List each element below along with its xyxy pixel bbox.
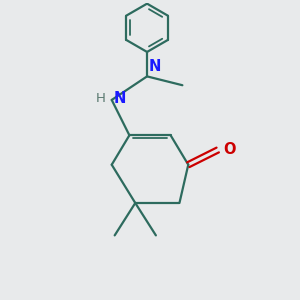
Text: N: N (113, 91, 126, 106)
Text: N: N (148, 59, 161, 74)
Text: H: H (95, 92, 105, 105)
Text: O: O (223, 142, 236, 158)
